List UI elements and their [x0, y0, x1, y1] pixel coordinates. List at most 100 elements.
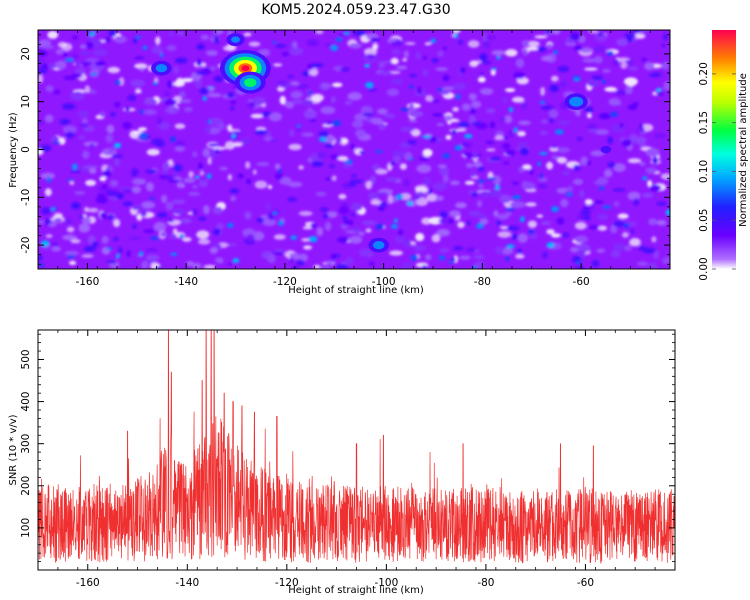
y-tick-label: 10 [20, 95, 32, 108]
heatmap-cell-mid [219, 166, 228, 171]
heatmap-cell-high [442, 74, 450, 82]
heatmap-cell-mid [663, 81, 670, 91]
heatmap-cell-high [479, 53, 488, 62]
heatmap-cell-high [409, 74, 417, 78]
heatmap-cell-high [508, 129, 514, 137]
y-tick-label: 500 [20, 349, 32, 369]
heatmap-cell-high [504, 149, 516, 156]
heatmap-cell-high [325, 121, 333, 126]
heatmap-cell-mid [575, 243, 591, 253]
heatmap-cell-high [389, 161, 396, 167]
heatmap-cell-mid [186, 261, 195, 267]
heatmap-cell-mid [301, 132, 314, 137]
heatmap-cell-peak [150, 236, 160, 240]
heatmap-cell-peak [555, 129, 564, 135]
heatmap-cell-high [101, 184, 108, 189]
heatmap-cell-mid [538, 177, 548, 182]
heatmap-cell-high [173, 164, 183, 172]
heatmap-cell-high [126, 250, 131, 258]
heatmap-cell-mid [647, 262, 658, 269]
heatmap-cell-high [413, 195, 420, 201]
heatmap-cell-peak [290, 235, 298, 240]
heatmap-cell-peak [551, 206, 559, 213]
heatmap-cell-high [485, 140, 495, 144]
heatmap-cell-mid [469, 210, 482, 217]
heatmap-cell-mid [499, 194, 512, 204]
heatmap-cell-mid [200, 34, 209, 40]
heatmap-cell-low [490, 68, 496, 76]
heatmap-cell-peak [539, 173, 543, 180]
heatmap-cell-low [303, 245, 313, 250]
heatmap-cell-mid [574, 235, 589, 244]
heatmap-cell-mid [450, 180, 460, 186]
heatmap-cell-low [364, 47, 378, 56]
heatmap-cell-mid [244, 211, 252, 220]
x-tick-label: -140 [175, 577, 199, 589]
heatmap-cell-peak [476, 222, 484, 229]
heatmap-cell-mid [485, 108, 496, 114]
heatmap-cell-high [427, 188, 433, 195]
heatmap-cell-peak [514, 126, 518, 132]
x-tick-label: -60 [577, 577, 594, 589]
heatmap-cell-mid [113, 35, 127, 44]
heatmap-cell-low [477, 76, 486, 83]
heatmap-cell-mid [253, 96, 266, 106]
heatmap-cell-mid [459, 255, 471, 260]
x-tick-label: -100 [374, 577, 398, 589]
heatmap-cell-low [332, 175, 337, 182]
heatmap-cell-high [40, 144, 52, 152]
heatmap-cell-mid [642, 192, 654, 198]
heatmap-cell-mid [624, 245, 632, 251]
heatmap-cell-low [198, 238, 211, 245]
heatmap-cell-mid [265, 202, 271, 211]
heatmap-cell-high [451, 129, 457, 135]
heatmap-cell-high [362, 112, 374, 117]
heatmap-cell-high [167, 80, 173, 88]
heatmap-cell-mid [84, 165, 99, 169]
heatmap-cell-high [302, 70, 310, 77]
heatmap-cell-high [146, 248, 157, 252]
heatmap-cell-high [106, 260, 117, 264]
heatmap-cell-mid [358, 231, 365, 236]
heatmap-cell-peak [454, 144, 463, 151]
snr-x-label: Height of straight line (km) [288, 585, 424, 596]
heatmap-cell-high [422, 56, 428, 60]
heatmap-cell-high [612, 188, 626, 192]
heatmap-cell-mid [62, 125, 77, 134]
heatmap-cell-high [269, 138, 277, 143]
heatmap-cell-high [215, 148, 220, 154]
heatmap-cell-mid [160, 231, 168, 238]
heatmap-cell-mid [173, 66, 179, 75]
heatmap-cell-high [642, 247, 656, 254]
heatmap-cell-mid [106, 124, 115, 134]
heatmap-cell-peak [332, 120, 341, 127]
heatmap-cell-high [287, 197, 298, 202]
heatmap-cell-low [44, 188, 52, 197]
heatmap-cell-mid [489, 187, 502, 197]
heatmap-cell-mid [468, 93, 477, 101]
heatmap-cell-low [457, 221, 465, 228]
heatmap-cell-mid [580, 156, 588, 166]
heatmap-cell-mid [481, 191, 490, 199]
heatmap-cell-high [95, 197, 108, 204]
heatmap-cell-peak [409, 84, 414, 89]
heatmap-cell-low [47, 30, 59, 39]
heatmap-cell-high [453, 246, 464, 251]
heatmap-cell-low [315, 30, 324, 35]
heatmap-cell-mid [570, 246, 579, 253]
heatmap-cell-high [127, 94, 137, 102]
heatmap-cell-high [438, 218, 450, 224]
heatmap-cell-mid [177, 31, 184, 36]
heatmap-cell-mid [627, 191, 641, 201]
heatmap-cell-mid [45, 85, 54, 92]
y-tick-label: 0 [20, 146, 32, 153]
colorbar-label: Normalized spectral amplitude [738, 73, 749, 227]
heatmap-cell-mid [330, 96, 336, 104]
heatmap-cell-mid [217, 257, 224, 264]
heatmap-cell-low [107, 66, 120, 74]
heatmap-cell-high [226, 92, 235, 98]
heatmap-cell-mid [194, 79, 203, 89]
heatmap-cell-peak [139, 132, 148, 139]
heatmap-cell-high [63, 51, 68, 58]
heatmap-cell-high [281, 51, 290, 57]
